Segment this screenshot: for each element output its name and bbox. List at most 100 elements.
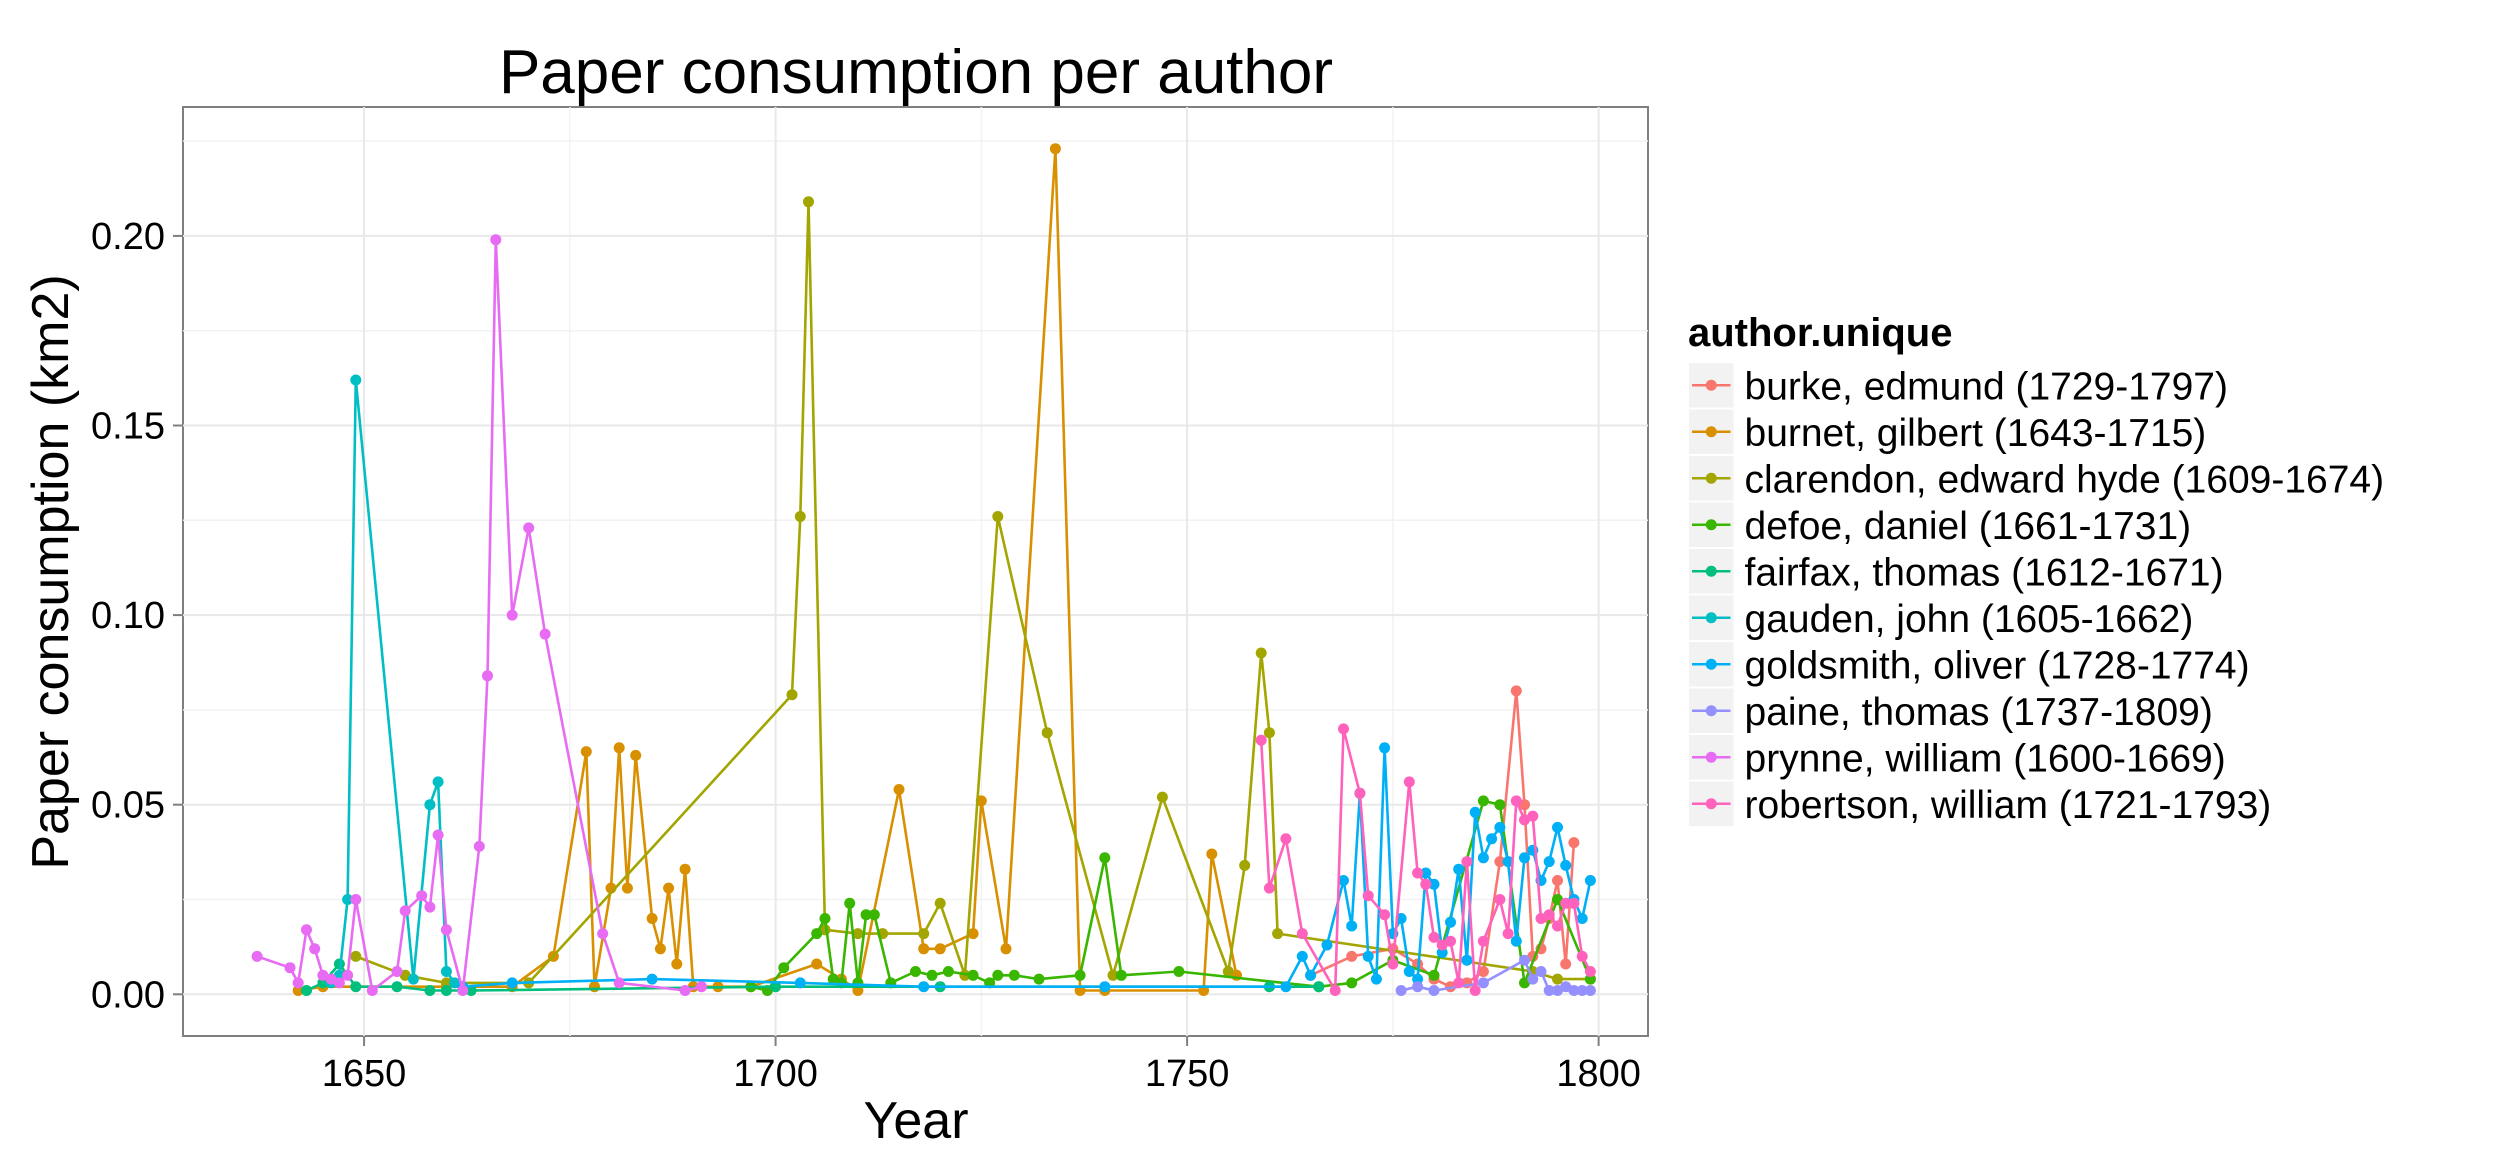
data-point-0-15: [1560, 958, 1572, 970]
data-point-8-20: [490, 234, 502, 246]
data-point-8-16: [440, 924, 452, 936]
data-point-2-8: [852, 928, 864, 940]
legend-label-6: goldsmith, oliver (1728-1774): [1745, 644, 2250, 687]
data-point-6-4: [918, 981, 930, 993]
data-point-5-8: [449, 977, 461, 989]
data-point-2-18: [1239, 859, 1251, 871]
data-point-8-11: [391, 966, 403, 977]
data-point-4-11: [1313, 981, 1325, 993]
data-point-0-10: [1519, 799, 1530, 811]
data-point-6-21: [1428, 878, 1440, 890]
data-point-8-18: [473, 840, 485, 852]
data-point-9-0: [1255, 734, 1267, 746]
data-point-4-0: [301, 985, 312, 996]
data-point-5-4: [407, 973, 419, 985]
legend-key-point-3: [1705, 519, 1717, 531]
legend-item-5: gauden, john (1605-1662): [1687, 593, 2193, 642]
data-point-3-13: [926, 969, 938, 981]
y-tick-label-2: 0.10: [91, 595, 165, 637]
data-point-9-7: [1362, 890, 1374, 902]
data-point-3-22: [1115, 969, 1127, 981]
data-point-8-3: [301, 924, 312, 936]
data-point-2-1: [399, 969, 411, 981]
data-point-8-24: [597, 928, 609, 940]
data-point-8-9: [350, 894, 362, 905]
data-point-9-28: [1560, 897, 1572, 909]
legend-item-0: burke, edmund (1729-1797): [1687, 361, 2228, 410]
series-7: [1395, 954, 1596, 996]
data-point-8-14: [424, 901, 436, 913]
legend-key-point-1: [1705, 426, 1717, 438]
data-point-7-10: [1568, 985, 1580, 996]
legend-key-point-8: [1705, 751, 1717, 763]
data-point-6-10: [1338, 875, 1349, 886]
data-point-1-11: [646, 913, 658, 924]
data-point-6-2: [646, 973, 658, 985]
data-point-2-16: [1156, 791, 1168, 803]
data-point-6-3: [794, 977, 806, 989]
data-point-8-5: [317, 969, 329, 981]
data-point-8-4: [309, 943, 321, 955]
x-tick-label-1: 1700: [733, 1053, 818, 1095]
series-9: [1255, 723, 1596, 996]
data-point-1-9: [621, 882, 633, 894]
data-point-6-15: [1379, 742, 1391, 754]
data-point-8-0: [251, 950, 263, 962]
data-point-1-6: [589, 981, 600, 993]
data-point-8-25: [613, 977, 625, 989]
data-point-2-15: [1107, 969, 1119, 981]
data-point-8-13: [416, 890, 428, 902]
data-point-8-8: [342, 969, 354, 981]
data-point-9-14: [1436, 939, 1448, 951]
data-point-2-14: [1041, 727, 1053, 739]
data-point-6-1: [506, 977, 518, 989]
data-point-0-8: [1494, 856, 1506, 868]
y-tick-label-3: 0.15: [91, 406, 165, 448]
legend-key-point-9: [1705, 798, 1717, 810]
data-point-9-21: [1502, 928, 1514, 940]
data-point-9-23: [1519, 814, 1530, 826]
data-point-3-12: [910, 966, 921, 977]
data-point-9-30: [1576, 950, 1588, 962]
data-point-9-15: [1445, 935, 1456, 947]
data-point-6-8: [1305, 969, 1317, 981]
data-point-6-6: [1280, 981, 1292, 993]
data-point-1-8: [613, 742, 625, 754]
data-point-0-16: [1568, 837, 1580, 849]
x-axis-ticks: 1650 1700 1750 1800: [322, 1036, 1641, 1095]
data-point-6-37: [1560, 859, 1572, 871]
data-point-6-29: [1494, 821, 1506, 833]
legend-item-4: fairfax, thomas (1612-1671): [1687, 547, 2224, 596]
data-point-6-13: [1362, 950, 1374, 962]
data-point-7-0: [1395, 985, 1407, 996]
data-point-6-24: [1453, 863, 1465, 875]
data-point-9-24: [1527, 810, 1539, 822]
data-point-4-7: [465, 985, 477, 996]
legend-title: author.unique: [1688, 311, 1952, 355]
x-tick-label-3: 1800: [1556, 1053, 1641, 1095]
data-point-7-1: [1412, 981, 1424, 993]
data-point-9-22: [1510, 795, 1522, 807]
data-point-6-19: [1412, 973, 1424, 985]
data-point-6-31: [1510, 935, 1522, 947]
data-point-3-7: [844, 897, 856, 909]
data-point-3-14: [942, 966, 954, 977]
data-point-9-26: [1543, 909, 1555, 921]
data-point-6-11: [1346, 920, 1358, 932]
data-point-7-3: [1477, 977, 1489, 989]
data-point-5-2: [342, 894, 354, 905]
legend-key-point-2: [1705, 472, 1717, 484]
data-point-6-26: [1469, 806, 1481, 818]
data-point-3-18: [1008, 969, 1020, 981]
data-point-6-25: [1461, 954, 1473, 966]
data-point-9-17: [1461, 856, 1473, 868]
data-point-2-20: [1263, 727, 1275, 739]
data-point-9-31: [1584, 966, 1596, 977]
data-point-7-12: [1584, 985, 1596, 996]
data-point-2-17: [1222, 966, 1234, 977]
series-3: [745, 795, 1596, 996]
y-tick-label-0: 0.00: [91, 974, 165, 1016]
data-point-1-25: [967, 928, 979, 940]
data-point-6-9: [1321, 939, 1333, 951]
data-point-3-25: [1346, 977, 1358, 989]
